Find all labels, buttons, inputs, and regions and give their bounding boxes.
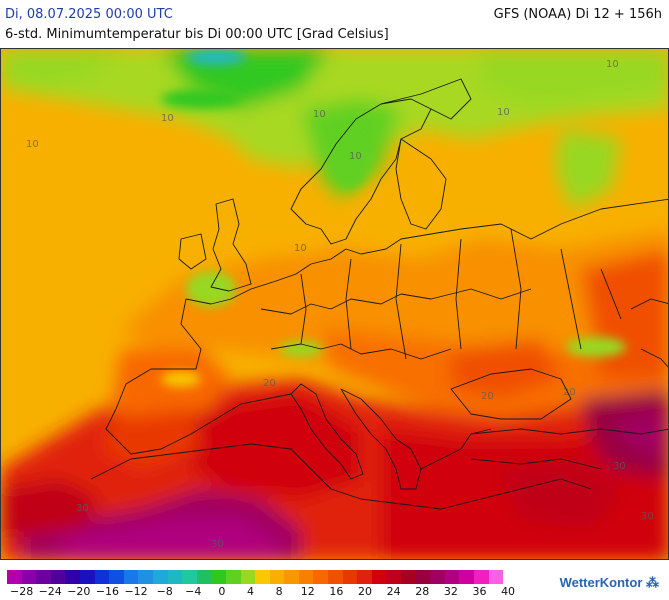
contour-label: 20 — [263, 378, 276, 389]
contour-label: 30 — [641, 511, 654, 522]
color-scale-tick-label: 40 — [501, 585, 516, 598]
color-swatch — [50, 570, 66, 584]
color-scale-tick-label: 12 — [300, 585, 315, 598]
logo-mark-icon: ⁂ — [642, 575, 659, 590]
contour-label: 10 — [313, 109, 326, 120]
color-swatch — [269, 570, 285, 584]
color-swatch — [123, 570, 139, 584]
color-scale-tick-label: 32 — [443, 585, 458, 598]
temperature-map[interactable]: 10 10 10 10 10 10 10 20 20 20 30 30 30 3… — [0, 48, 669, 560]
color-scale-tick-label: −16 — [95, 585, 120, 598]
color-swatch — [109, 570, 124, 584]
color-swatch — [430, 570, 445, 584]
color-scale-tick-label: 16 — [329, 585, 344, 598]
color-swatch — [401, 570, 416, 584]
contour-label: 10 — [606, 59, 619, 70]
contour-label: 30 — [76, 503, 89, 514]
color-swatch — [79, 570, 95, 584]
color-swatch — [328, 570, 343, 584]
color-scale-tick-label: −24 — [38, 585, 62, 598]
contour-label: 20 — [481, 391, 494, 402]
color-scale-ticks: −28 −24 −20 −16 −12 −8 −4 0 4 8 12 16 20 24 28 32 36 40 — [0, 585, 560, 599]
color-swatch — [284, 570, 299, 584]
color-scale-tick-label: −4 — [185, 585, 202, 598]
color-swatch — [488, 570, 504, 584]
map-canvas: 10 10 10 10 10 10 10 20 20 20 30 30 30 3… — [1, 49, 668, 559]
color-swatch — [342, 570, 358, 584]
color-swatch — [211, 570, 226, 584]
contour-label: 10 — [349, 151, 362, 162]
contour-label: 10 — [497, 107, 510, 118]
color-scale-tick-label: 4 — [247, 585, 255, 598]
color-swatch — [459, 570, 474, 584]
color-scale-tick-label: 36 — [472, 585, 487, 598]
color-swatch — [313, 570, 329, 584]
contour-label: 30 — [613, 461, 626, 472]
color-swatch — [415, 570, 431, 584]
color-scale-tick-label: −12 — [124, 585, 148, 598]
color-scale-tick-label: 24 — [386, 585, 401, 598]
color-swatch — [94, 570, 110, 584]
contour-label: 10 — [26, 139, 39, 150]
forecast-date-title: Di, 08.07.2025 00:00 UTC — [5, 7, 173, 22]
color-swatch — [196, 570, 212, 584]
color-scale-tick-label: 28 — [415, 585, 430, 598]
model-run-label: GFS (NOAA) Di 12 + 156h — [493, 7, 662, 22]
color-swatch — [357, 570, 372, 584]
color-swatch — [138, 570, 153, 584]
color-swatch — [182, 570, 197, 584]
contour-label: 10 — [294, 243, 307, 254]
color-swatch — [298, 570, 314, 584]
color-swatch — [386, 570, 402, 584]
color-scale-tick-label: 0 — [218, 585, 226, 598]
color-swatch — [474, 570, 489, 584]
color-swatch — [7, 570, 22, 584]
color-swatch — [240, 570, 256, 584]
contour-labels: 10 10 10 10 10 10 10 20 20 20 30 30 30 3… — [26, 59, 654, 550]
wetterkontor-logo[interactable]: WetterKontor ⁂ — [560, 575, 659, 591]
color-scale-tick-label: 20 — [357, 585, 372, 598]
contour-label: 30 — [211, 539, 224, 550]
color-swatch — [167, 570, 183, 584]
color-swatch — [444, 570, 460, 584]
color-swatch — [36, 570, 51, 584]
contour-label: 10 — [161, 113, 174, 124]
brand-name: WetterKontor — [559, 575, 643, 590]
color-scale-tick-label: 8 — [275, 585, 283, 598]
color-scale-tick-label: −20 — [67, 585, 91, 598]
color-swatch — [21, 570, 37, 584]
map-subtitle: 6-std. Minimumtemperatur bis Di 00:00 UT… — [5, 27, 389, 42]
color-swatch — [65, 570, 80, 584]
color-swatch — [152, 570, 168, 584]
color-scale-tick-label: −28 — [9, 585, 34, 598]
color-swatch — [371, 570, 387, 584]
coastlines-borders — [90, 78, 668, 510]
color-swatch — [225, 570, 241, 584]
color-scale-bar — [7, 570, 504, 584]
color-swatch — [255, 570, 270, 584]
contour-label: 20 — [563, 387, 576, 398]
color-scale-tick-label: −8 — [156, 585, 173, 598]
